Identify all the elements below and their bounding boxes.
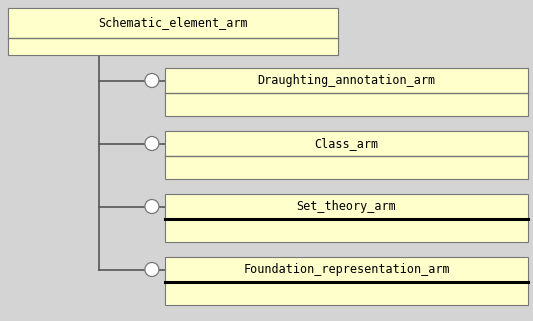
Text: Class_arm: Class_arm — [314, 137, 378, 150]
Circle shape — [145, 199, 159, 213]
Circle shape — [145, 263, 159, 276]
Text: Draughting_annotation_arm: Draughting_annotation_arm — [257, 74, 435, 87]
Bar — [8, 8, 338, 55]
Circle shape — [145, 136, 159, 151]
Circle shape — [145, 74, 159, 88]
Bar — [165, 68, 528, 116]
Text: Foundation_representation_arm: Foundation_representation_arm — [243, 263, 450, 276]
Bar — [165, 131, 528, 179]
Bar — [165, 257, 528, 305]
Bar — [165, 194, 528, 242]
Text: Set_theory_arm: Set_theory_arm — [296, 200, 397, 213]
Text: Schematic_element_arm: Schematic_element_arm — [99, 16, 248, 30]
